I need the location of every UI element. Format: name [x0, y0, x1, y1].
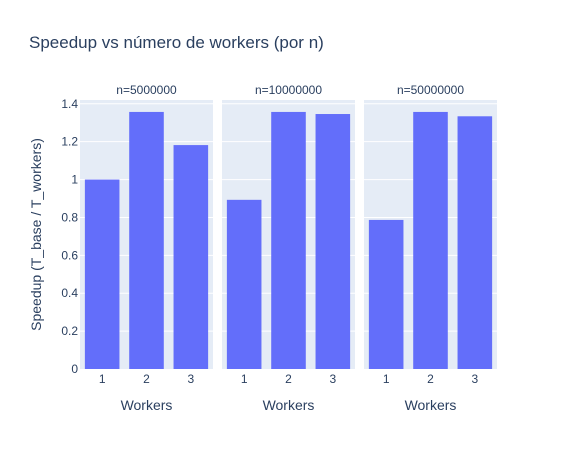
chart-title: Speedup vs número de workers (por n)	[29, 33, 324, 52]
y-tick-label: 0.8	[61, 210, 78, 224]
y-tick-label: 1	[71, 173, 78, 187]
x-tick-label: 3	[329, 372, 336, 386]
x-axis-title: Workers	[121, 397, 173, 413]
bar	[368, 219, 404, 369]
y-axis-title: Speedup (T_base / T_workers)	[28, 138, 44, 331]
x-tick-label: 2	[427, 372, 434, 386]
bar	[315, 114, 351, 369]
bar	[413, 111, 448, 369]
bar	[84, 179, 120, 369]
panel-label: n=50000000	[397, 83, 464, 97]
x-tick-label: 2	[143, 372, 150, 386]
y-tick-label: 0.4	[61, 286, 78, 300]
y-tick-label: 0	[71, 362, 78, 376]
x-axis-title: Workers	[405, 397, 457, 413]
x-tick-label: 1	[383, 372, 390, 386]
panel-label: n=5000000	[116, 83, 177, 97]
x-tick-label: 1	[241, 372, 248, 386]
y-tick-label: 0.6	[61, 248, 78, 262]
x-tick-label: 3	[471, 372, 478, 386]
panel-label: n=10000000	[255, 83, 322, 97]
bar	[129, 111, 164, 369]
x-tick-label: 3	[187, 372, 194, 386]
x-tick-label: 1	[99, 372, 106, 386]
bar	[173, 145, 209, 369]
bar	[226, 199, 262, 369]
bar	[457, 116, 493, 369]
y-tick-label: 0.2	[61, 324, 78, 338]
y-tick-label: 1.4	[61, 97, 78, 111]
y-tick-label: 1.2	[61, 135, 78, 149]
x-tick-label: 2	[285, 372, 292, 386]
x-axis-title: Workers	[263, 397, 315, 413]
bar	[271, 111, 306, 369]
